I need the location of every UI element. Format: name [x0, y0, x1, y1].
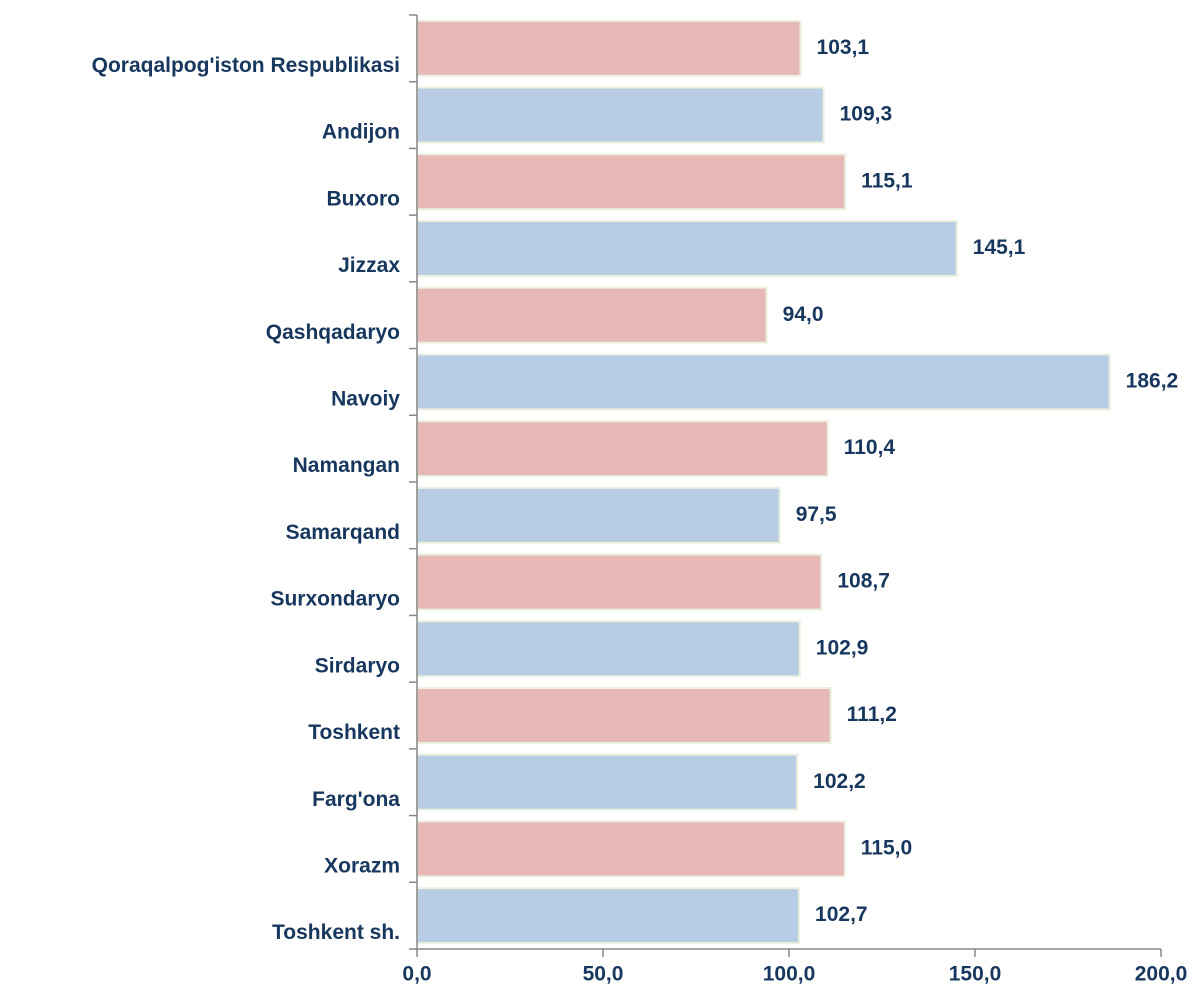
value-label: 186,2 [1126, 369, 1179, 392]
bar [416, 687, 832, 744]
value-label: 102,9 [816, 636, 869, 659]
x-tick-label: 100,0 [763, 963, 816, 986]
value-label: 109,3 [840, 103, 893, 126]
bar [416, 486, 781, 544]
value-label: 110,4 [844, 436, 896, 459]
y-tick-label: Samarqand [286, 521, 400, 544]
y-tick-label: Sirdaryo [315, 654, 400, 677]
y-tick-label: Andijon [322, 121, 400, 144]
value-label: 115,0 [861, 836, 912, 859]
bar [416, 753, 799, 811]
bar [416, 820, 846, 878]
value-label: 108,7 [837, 570, 890, 593]
bar [416, 353, 1111, 411]
y-tick-label: Jizzax [338, 254, 400, 277]
y-tick-label: Namangan [293, 454, 400, 477]
bar [416, 420, 829, 478]
y-tick-label: Farg'ona [312, 788, 400, 811]
bar [416, 220, 958, 277]
bar [416, 620, 801, 678]
x-tick-label: 0,0 [402, 963, 431, 986]
x-tick-label: 50,0 [583, 963, 624, 986]
y-tick-label: Buxoro [327, 187, 401, 210]
value-label: 97,5 [796, 503, 837, 526]
y-tick-label: Surxondaryo [270, 588, 400, 611]
bar [416, 286, 768, 344]
value-label: 94,0 [783, 303, 824, 326]
y-tick-label: Toshkent sh. [272, 921, 400, 944]
value-label: 115,1 [861, 169, 913, 192]
value-label: 102,7 [815, 903, 868, 926]
value-label: 145,1 [973, 236, 1026, 259]
bar [416, 153, 847, 211]
value-label: 102,2 [813, 770, 866, 793]
bar [416, 19, 802, 77]
x-tick-label: 200,0 [1135, 963, 1188, 986]
bar [416, 86, 825, 144]
value-label: 103,1 [817, 36, 870, 59]
y-tick-label: Toshkent [308, 721, 400, 744]
bar [416, 553, 823, 611]
y-tick-label: Qoraqalpog'iston Respublikasi [92, 54, 400, 77]
bar [416, 887, 801, 945]
value-label: 111,2 [847, 703, 897, 726]
y-tick-label: Navoiy [331, 387, 400, 410]
x-tick-label: 150,0 [949, 963, 1002, 986]
y-tick-label: Qashqadaryo [266, 321, 400, 344]
y-tick-label: Xorazm [324, 854, 400, 877]
